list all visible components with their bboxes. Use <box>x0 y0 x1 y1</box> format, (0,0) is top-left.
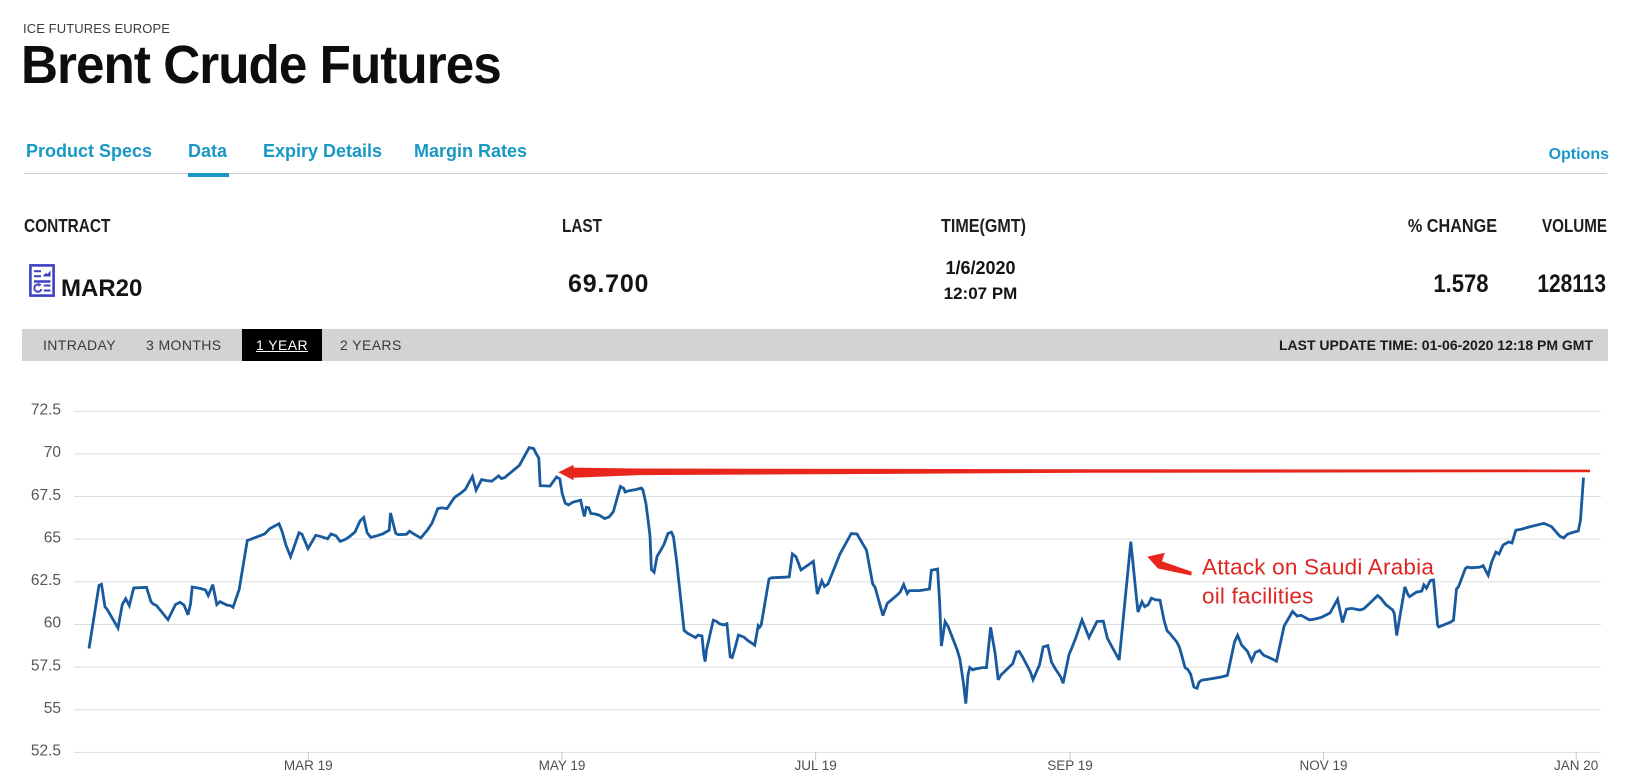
svg-text:NOV 19: NOV 19 <box>1299 758 1347 773</box>
svg-text:60: 60 <box>44 615 62 632</box>
svg-text:57.5: 57.5 <box>31 657 61 674</box>
svg-text:JUL 19: JUL 19 <box>794 758 836 773</box>
svg-text:55: 55 <box>44 700 61 717</box>
svg-text:67.5: 67.5 <box>31 487 61 504</box>
svg-text:52.5: 52.5 <box>31 743 61 760</box>
svg-text:62.5: 62.5 <box>31 572 61 589</box>
svg-text:SEP 19: SEP 19 <box>1047 758 1093 773</box>
svg-text:Attack on Saudi Arabia: Attack on Saudi Arabia <box>1202 555 1434 580</box>
svg-text:72.5: 72.5 <box>31 402 61 419</box>
svg-text:70: 70 <box>44 444 62 461</box>
svg-text:oil facilities: oil facilities <box>1202 584 1314 609</box>
svg-text:65: 65 <box>44 529 61 546</box>
svg-text:MAY 19: MAY 19 <box>539 758 586 773</box>
svg-text:JAN 20: JAN 20 <box>1554 758 1598 773</box>
svg-text:MAR 19: MAR 19 <box>284 758 333 773</box>
